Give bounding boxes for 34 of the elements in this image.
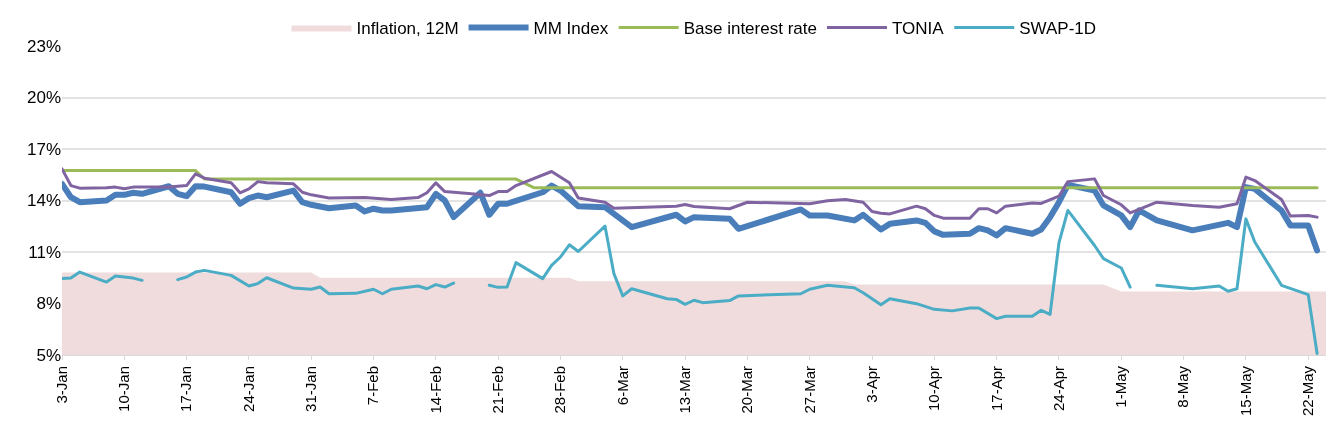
x-tick-label: 1-May bbox=[1112, 365, 1130, 408]
x-tick-label: 13-Mar bbox=[675, 366, 693, 414]
y-tick-label: 14% bbox=[26, 191, 61, 211]
x-tick-label: 3-Jan bbox=[52, 366, 70, 404]
legend-label: Base interest rate bbox=[683, 19, 817, 39]
x-tick-label: 24-Jan bbox=[239, 366, 257, 412]
x-tick-label: 6-Mar bbox=[613, 366, 631, 406]
x-tick-label: 15-May bbox=[1236, 365, 1254, 417]
x-tick-label: 21-Feb bbox=[489, 366, 507, 414]
line-series bbox=[62, 167, 1319, 220]
x-tick-label: 17-Jan bbox=[177, 366, 195, 412]
x-tick-label: 31-Jan bbox=[302, 366, 320, 412]
y-tick-label: 8% bbox=[36, 294, 61, 314]
x-tick-label: 28-Feb bbox=[551, 366, 569, 414]
x-tick-label: 10-Jan bbox=[115, 366, 133, 412]
legend-label: SWAP-1D bbox=[1019, 19, 1097, 39]
x-tick-label: 8-May bbox=[1174, 365, 1192, 408]
x-tick-label: 20-Mar bbox=[738, 366, 756, 414]
x-tick-label: 27-Mar bbox=[800, 366, 818, 414]
y-tick-label: 5% bbox=[36, 345, 61, 365]
y-tick-label: 17% bbox=[26, 139, 61, 159]
y-tick-label: 23% bbox=[26, 36, 61, 56]
legend-label: MM Index bbox=[533, 19, 609, 39]
y-tick-label: 20% bbox=[26, 88, 61, 108]
x-tick-label: 22-May bbox=[1299, 365, 1317, 417]
y-tick-label: 11% bbox=[28, 242, 61, 262]
x-tick-label: 14-Feb bbox=[426, 366, 444, 414]
x-tick-label: 10-Apr bbox=[925, 366, 943, 412]
x-tick-label: 7-Feb bbox=[364, 366, 382, 406]
x-tick-label: 17-Apr bbox=[987, 366, 1005, 412]
legend-label: Inflation, 12M bbox=[356, 19, 459, 39]
x-tick-label: 3-Apr bbox=[862, 366, 880, 403]
x-tick-label: 24-Apr bbox=[1049, 366, 1067, 412]
legend-label: TONIA bbox=[891, 19, 945, 39]
